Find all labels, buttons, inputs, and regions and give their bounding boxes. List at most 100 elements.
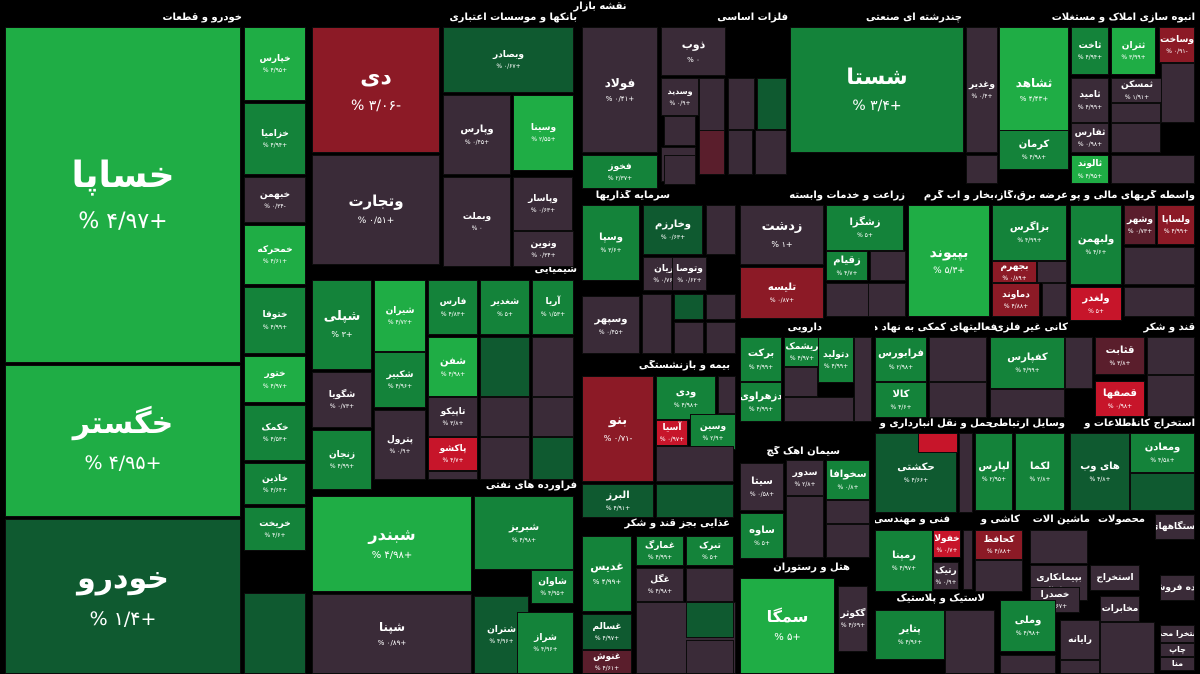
stock-tile[interactable]: پتایر +۴/۹۶ % [875,610,945,660]
filler-tile[interactable] [1161,63,1195,123]
stock-tile[interactable]: دی -۳/۰۶ % [312,27,440,153]
stock-tile[interactable]: تلیسه +۰/۸۷ % [740,267,824,319]
stock-tile[interactable]: تاپیکو +۳/۸ % [428,397,478,437]
stock-tile[interactable]: زنجان +۴/۹۹ % [312,430,372,490]
stock-tile[interactable]: رمپنا +۴/۹۷ % [875,530,933,592]
filler-tile[interactable] [854,337,872,422]
stock-tile[interactable]: فرابورس +۲/۹۸ % [875,337,927,382]
stock-tile[interactable]: وتوصا +۰/۶۲ % [672,257,707,291]
stock-tile[interactable]: رایانه [1060,620,1100,660]
stock-tile[interactable]: پاکشو +۴/۷ % [428,437,478,471]
stock-tile[interactable]: وخارزم +۰/۶۳ % [643,205,703,255]
stock-tile[interactable]: خاذین +۴/۶۴ % [244,463,306,505]
filler-tile[interactable] [656,484,734,518]
stock-tile[interactable]: شگویا +۰/۷۳ % [312,372,372,428]
stock-tile[interactable]: چاپ [1160,643,1195,657]
stock-tile[interactable]: خبهمن -۰/۳۴ % [244,177,306,223]
filler-tile[interactable] [480,337,530,397]
stock-tile[interactable]: دتولید +۴/۹۹ % [818,337,854,383]
stock-tile[interactable]: ریشمک +۴/۹۷ % [784,337,820,367]
filler-tile[interactable] [718,376,736,414]
stock-tile[interactable]: وبصادر +۰/۶۷ % [443,27,574,93]
filler-tile[interactable] [1147,337,1195,375]
stock-tile[interactable]: وبملت ۰ % [443,177,511,267]
stock-tile[interactable]: خگستر +۴/۹۵ % [5,365,241,517]
stock-tile[interactable]: خساپا +۴/۹۷ % [5,27,241,363]
stock-tile[interactable]: فخوز +۲/۳۷ % [582,155,658,189]
stock-tile[interactable]: زشگزا +۵ % [826,205,904,251]
filler-tile[interactable] [826,524,870,558]
stock-tile[interactable]: شاوان +۴/۹۵ % [531,570,574,604]
stock-tile[interactable]: ثمسکن +۱/۹۱ % [1111,78,1163,103]
filler-tile[interactable] [686,640,734,674]
stock-tile[interactable]: سیتا +۰/۵۸ % [740,463,784,511]
stock-tile[interactable]: فارس +۴/۸۳ % [428,280,478,335]
stock-tile[interactable]: شپلی +۳ % [312,280,372,370]
stock-tile[interactable]: شبندر +۴/۹۸ % [312,496,472,592]
stock-tile[interactable]: استخراج [1090,565,1140,591]
filler-tile[interactable] [686,568,734,602]
filler-tile[interactable] [1111,155,1195,184]
stock-tile[interactable]: بجهرم +۰/۸۹ % [992,261,1037,283]
stock-tile[interactable]: ونوین +۰/۳۴ % [513,231,574,267]
filler-tile[interactable] [918,433,958,453]
stock-tile[interactable]: وغدیر +۰/۴ % [966,27,998,153]
stock-tile[interactable]: بپیوند +۵/۳ % [908,205,990,317]
stock-tile[interactable]: غگل +۴/۹۸ % [636,568,684,602]
stock-tile[interactable]: غنوش +۴/۶۱ % [582,650,632,674]
filler-tile[interactable] [870,251,906,281]
stock-tile[interactable]: خمحرکه +۴/۶۱ % [244,225,306,285]
filler-tile[interactable] [945,610,995,674]
stock-tile[interactable]: وساخت -۰/۹۱ % [1159,27,1195,63]
filler-tile[interactable] [966,155,998,184]
stock-tile[interactable]: های وب +۴/۸ % [1070,433,1130,511]
filler-tile[interactable] [1100,622,1155,674]
stock-tile[interactable]: البرز +۴/۹۱ % [582,484,654,518]
stock-tile[interactable]: قثابت +۳/۸ % [1095,337,1145,375]
filler-tile[interactable] [868,283,906,317]
stock-tile[interactable]: بزاگرس +۴/۹۹ % [992,205,1067,261]
stock-tile[interactable]: دماوند +۴/۸۸ % [992,283,1040,317]
stock-tile[interactable]: ثتران +۳/۹۹ % [1111,27,1156,75]
stock-tile[interactable]: دزهراوی +۴/۹۹ % [740,382,782,422]
filler-tile[interactable] [963,530,973,590]
filler-tile[interactable] [244,593,306,674]
stock-tile[interactable]: وشهر +۰/۷۳ % [1124,205,1156,245]
filler-tile[interactable] [728,130,753,175]
stock-tile[interactable]: وسپهر +۰/۴۵ % [582,296,640,354]
stock-tile[interactable]: رتیک +۰/۹ % [933,562,959,590]
filler-tile[interactable] [826,500,870,524]
stock-tile[interactable]: مخابرات [1100,596,1140,622]
filler-tile[interactable] [784,397,854,422]
stock-tile[interactable]: سمگا +۵ % [740,578,835,674]
filler-tile[interactable] [480,437,530,480]
stock-tile[interactable]: شغدیر +۵ % [480,280,530,335]
stock-tile[interactable]: منا [1160,657,1195,671]
stock-tile[interactable]: کالا +۴/۶ % [875,382,927,418]
filler-tile[interactable] [706,322,736,354]
stock-tile[interactable]: خرده فروشی [1160,575,1195,601]
filler-tile[interactable] [674,294,704,320]
stock-tile[interactable]: شیران +۴/۷۲ % [374,280,426,352]
filler-tile[interactable] [706,294,736,320]
filler-tile[interactable] [699,130,725,175]
stock-tile[interactable]: خودرو +۱/۴ % [5,519,241,674]
stock-tile[interactable]: سدور +۲/۸ % [786,460,824,496]
stock-tile[interactable]: غدیس +۴/۹۹ % [582,536,632,612]
stock-tile[interactable]: کفپارس +۴/۹۹ % [990,337,1065,389]
filler-tile[interactable] [929,337,987,382]
stock-tile[interactable]: خفولا +۰/۷ % [933,530,961,558]
stock-tile[interactable]: خزامیا +۴/۹۴ % [244,103,306,175]
filler-tile[interactable] [480,397,530,437]
stock-tile[interactable]: ثالوند +۴/۹۵ % [1071,155,1109,184]
filler-tile[interactable] [706,205,736,255]
filler-tile[interactable] [1037,261,1067,283]
filler-tile[interactable] [757,78,787,130]
stock-tile[interactable]: گکوثر +۴/۶۹ % [838,586,868,652]
filler-tile[interactable] [1000,655,1056,674]
filler-tile[interactable] [532,397,574,437]
filler-tile[interactable] [656,446,734,482]
stock-tile[interactable]: قصفها +۰/۹۸ % [1095,381,1145,417]
filler-tile[interactable] [1130,473,1195,511]
filler-tile[interactable] [664,155,696,185]
